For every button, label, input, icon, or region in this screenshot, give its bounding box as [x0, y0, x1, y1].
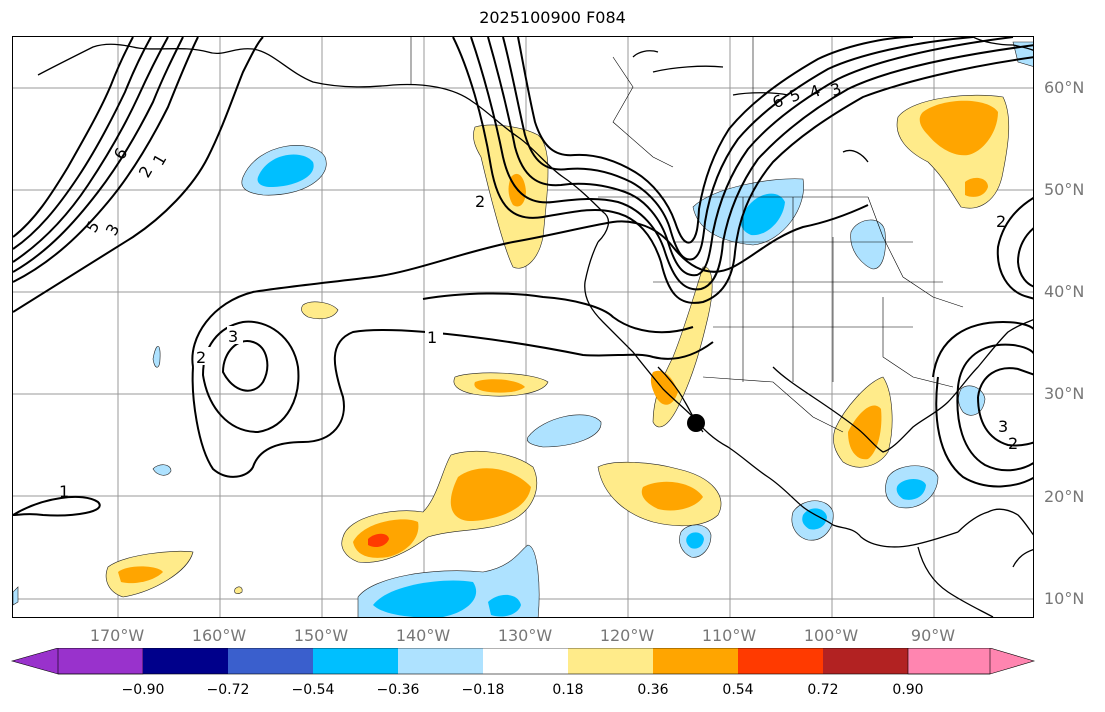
lat-label-60n: 60°N [1044, 78, 1085, 97]
colorbar-tick: 0.72 [807, 682, 839, 698]
coastlines [37, 37, 1033, 617]
colorbar-segment [398, 648, 483, 674]
colorbar-tick: 0.36 [637, 682, 669, 698]
contour-label: 2 [1008, 434, 1018, 453]
contour-label: 2 [135, 163, 157, 181]
lon-label-150w: 150°W [293, 626, 349, 645]
borders [410, 37, 964, 433]
colorbar-segment [907, 648, 1036, 675]
colorbar-tick: −0.18 [461, 682, 505, 698]
contour-label: 3 [828, 79, 844, 100]
colorbar-tick: −0.90 [121, 682, 165, 698]
contour-1-south [191, 328, 714, 478]
fill-negative-se-coast [958, 385, 986, 416]
colorbar-segment [228, 648, 313, 674]
colorbar-tick: −0.36 [376, 682, 420, 698]
colorbar [10, 648, 1036, 675]
map-svg: 1 2 3 5 3 6 2 1 1 2 6 5 4 3 2 2 3 [13, 37, 1033, 617]
colorbar-segment [313, 648, 398, 674]
contour-label: 4 [807, 81, 823, 102]
colorbar-segment [10, 648, 144, 675]
map-panel[interactable]: 1 2 3 5 3 6 2 1 1 2 6 5 4 3 2 2 3 [12, 36, 1034, 618]
storm-center-marker[interactable] [687, 414, 705, 432]
lat-label-10n: 10°N [1044, 589, 1085, 608]
anomaly-fills [13, 41, 1033, 617]
contour-east-low-2 [956, 343, 1033, 472]
lat-label-20n: 20°N [1044, 487, 1085, 506]
contour-east-low [932, 320, 1033, 488]
contour-label: 3 [998, 417, 1008, 436]
colorbar-tick: 0.54 [722, 682, 754, 698]
colorbar-segment [143, 648, 228, 674]
colorbar-segment [653, 648, 738, 674]
lon-label-170w: 170°W [89, 626, 145, 645]
lon-label-90w: 90°W [910, 626, 956, 645]
fill-negative-plains [850, 219, 886, 270]
map-title: 2025100900 F084 [479, 8, 626, 27]
contour-label: 2 [196, 348, 206, 367]
contour-trough-3 [487, 37, 1014, 277]
contour-3-loop [221, 340, 269, 392]
contour-1-loop [191, 204, 869, 368]
contour-ne-loop-2 [1016, 227, 1033, 288]
contour-ne-loop [996, 197, 1033, 300]
lon-label-120w: 120°W [599, 626, 655, 645]
colorbar-segment [483, 648, 568, 674]
contour-label: 1 [149, 151, 171, 169]
colorbar-segment [568, 648, 653, 674]
contour-label: 2 [996, 212, 1006, 231]
fill-negative-baja-offshore [526, 414, 602, 448]
colorbar-segment [823, 648, 908, 674]
lat-label-40n: 40°N [1044, 282, 1085, 301]
contour-label: 3 [228, 327, 238, 346]
contour-west-1 [13, 37, 199, 283]
lat-label-50n: 50°N [1044, 180, 1085, 199]
contour-west-3 [13, 37, 169, 263]
contour-trough-2 [470, 37, 1033, 291]
contour-label: 1 [427, 328, 437, 347]
contour-1-main [13, 37, 694, 517]
contour-west-2 [13, 37, 184, 273]
lon-label-110w: 110°W [701, 626, 757, 645]
contour-trough-4 [502, 37, 974, 261]
lat-label-30n: 30°N [1044, 384, 1085, 403]
colorbar-tick: 0.18 [552, 682, 584, 698]
lon-label-160w: 160°W [191, 626, 247, 645]
colorbar-tick: 0.90 [892, 682, 924, 698]
contour-trough-5 [517, 37, 914, 244]
colorbar-tick: −0.54 [291, 682, 335, 698]
lon-label-130w: 130°W [497, 626, 553, 645]
contour-west-5 [13, 37, 134, 238]
colorbar-segment [738, 648, 823, 674]
contour-2-loop [201, 320, 300, 434]
contour-labels: 1 2 3 5 3 6 2 1 1 2 6 5 4 3 2 2 3 [59, 79, 1018, 501]
contour-east-low-3 [977, 367, 1033, 447]
contour-trough-1 [452, 37, 1033, 304]
lon-label-100w: 100°W [803, 626, 859, 645]
colorbar-tick: −0.72 [206, 682, 250, 698]
contours [13, 37, 1033, 517]
contour-label: 3 [102, 221, 124, 239]
contour-label: 2 [475, 192, 485, 211]
contour-west-4 [13, 37, 152, 250]
lon-label-140w: 140°W [395, 626, 451, 645]
contour-label: 1 [59, 482, 69, 501]
